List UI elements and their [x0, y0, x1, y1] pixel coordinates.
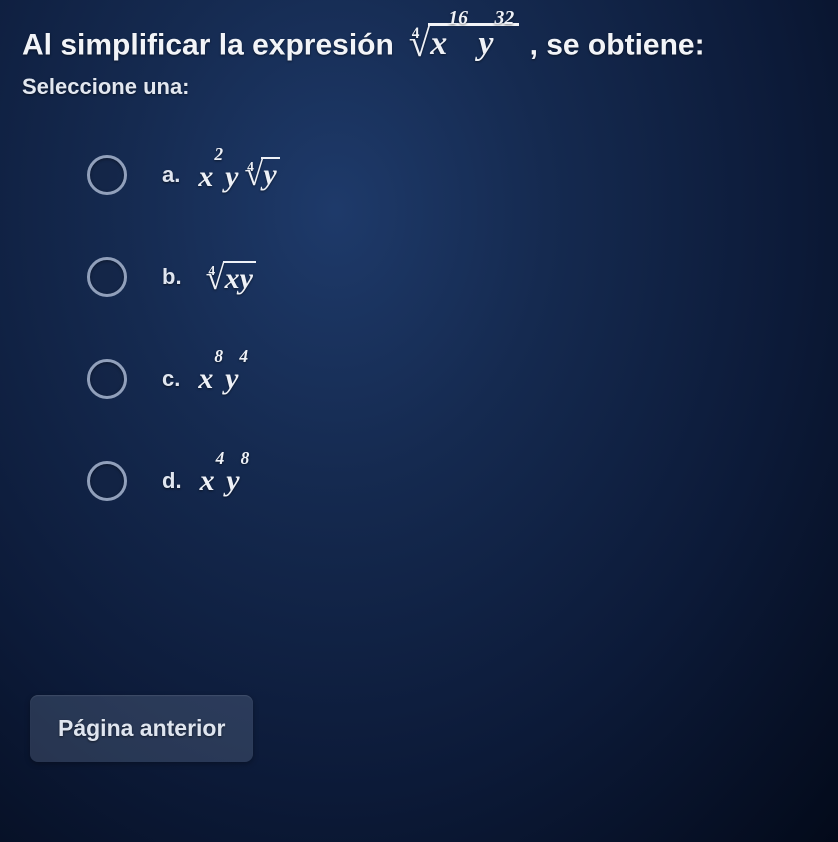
option-a-math: x2 y 4 √ y: [198, 156, 281, 195]
radicand-term-2: y32: [478, 25, 516, 62]
opt-b-radicand: xy: [223, 261, 256, 295]
opt-a-term-1: x2: [198, 159, 225, 194]
select-one-label: Seleccione una:: [22, 74, 816, 100]
option-c-label: c.: [162, 366, 180, 392]
opt-a-term-2: y: [225, 160, 238, 194]
question-prefix: Al simplificar la expresión: [22, 28, 402, 61]
opt-c-term-2: y4: [225, 361, 250, 396]
opt-d-term-2: y8: [226, 463, 251, 498]
question-suffix: , se obtiene:: [530, 28, 705, 61]
surd-symbol: √: [409, 24, 430, 63]
radio-a[interactable]: [87, 155, 127, 195]
radio-c[interactable]: [87, 359, 127, 399]
opt-a-radical: 4 √ y: [240, 156, 279, 191]
option-d[interactable]: d. x4 y8: [87, 461, 816, 501]
opt-a-radicand: y: [261, 157, 279, 191]
option-b[interactable]: b. 4 √ xy: [87, 257, 816, 297]
question-expression: 4 √ x16 y32: [402, 22, 521, 61]
radio-b[interactable]: [87, 257, 127, 297]
option-d-math: x4 y8: [200, 463, 252, 498]
option-a-label: a.: [162, 162, 180, 188]
radicand-term-1: x16: [430, 25, 478, 62]
option-b-label: b.: [162, 264, 182, 290]
radical-expr: 4 √ x16 y32: [404, 22, 519, 61]
option-c-math: x8 y4: [198, 361, 250, 396]
options-list: a. x2 y 4 √ y b. 4: [87, 155, 816, 501]
option-d-label: d.: [162, 468, 182, 494]
opt-c-term-1: x8: [198, 361, 225, 396]
option-c[interactable]: c. x8 y4: [87, 359, 816, 399]
radicand: x16 y32: [428, 23, 519, 62]
opt-b-radical: 4 √ xy: [202, 260, 256, 295]
question-text: Al simplificar la expresión 4 √ x16 y32 …: [22, 22, 816, 66]
previous-page-button[interactable]: Página anterior: [30, 695, 253, 762]
option-b-math: 4 √ xy: [200, 260, 258, 295]
option-a[interactable]: a. x2 y 4 √ y: [87, 155, 816, 195]
radio-d[interactable]: [87, 461, 127, 501]
quiz-container: Al simplificar la expresión 4 √ x16 y32 …: [0, 0, 838, 842]
opt-d-term-1: x4: [200, 463, 227, 498]
